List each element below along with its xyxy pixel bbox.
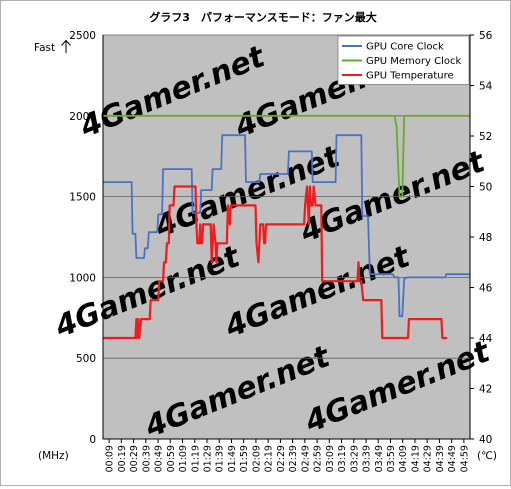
y2-tick-label: 44 xyxy=(479,333,493,345)
x-tick-label: 00:09 xyxy=(105,445,116,472)
x-tick-label: 04:49 xyxy=(447,445,458,472)
series-line-gpu-temperature xyxy=(103,185,448,340)
x-tick-label: 04:19 xyxy=(410,445,421,472)
legend-label: GPU Temperature xyxy=(366,71,454,82)
x-tick-label: 02:49 xyxy=(300,445,311,472)
y-tick-label: 0 xyxy=(89,434,96,446)
y2-tick-label: 52 xyxy=(479,131,492,143)
y2-tick-label: 42 xyxy=(479,384,492,396)
chart-title: グラフ3 パフォーマンスモード：ファン最大 xyxy=(149,10,376,24)
x-tick-label: 01:49 xyxy=(227,445,238,472)
x-tick-label: 04:09 xyxy=(398,445,409,472)
fast-arrow-icon xyxy=(61,39,71,53)
y2-tick-label: 50 xyxy=(479,182,492,194)
x-tick-label: 02:59 xyxy=(313,445,324,472)
y2-tick-label: 54 xyxy=(479,81,493,93)
y2-tick-label: 48 xyxy=(479,232,492,244)
x-tick-label: 02:39 xyxy=(288,445,299,472)
x-tick-label: 01:39 xyxy=(215,445,226,472)
x-tick-label: 00:49 xyxy=(154,445,165,472)
plot-area: 4Gamer.net4Gamer.net4Gamer.net4Gamer.net… xyxy=(49,34,496,445)
x-tick-label: 03:29 xyxy=(349,445,360,472)
series-line-gpu-memory-clock xyxy=(103,114,470,198)
x-tick-label: 01:19 xyxy=(190,445,201,472)
x-tick-label: 01:59 xyxy=(239,445,250,472)
series-line-gpu-core-clock xyxy=(103,134,470,318)
x-tick-label: 03:49 xyxy=(374,445,385,472)
x-tick-label: 02:09 xyxy=(251,445,262,472)
y2-axis-unit: (℃) xyxy=(477,450,497,462)
x-tick-label: 04:39 xyxy=(435,445,446,472)
x-tick-label: 03:59 xyxy=(386,445,397,472)
legend: GPU Core Clock GPU Memory Clock GPU Temper… xyxy=(337,35,470,85)
x-tick-label: 01:09 xyxy=(178,445,189,472)
x-tick-label: 04:59 xyxy=(459,445,470,472)
y-axis-unit: (MHz) xyxy=(38,450,69,462)
x-tick-label: 03:09 xyxy=(325,445,336,472)
y-tick-label: 2500 xyxy=(69,30,96,42)
x-tick-label: 04:29 xyxy=(423,445,434,472)
x-tick-label: 03:39 xyxy=(362,445,373,472)
x-tick-label: 00:59 xyxy=(166,445,177,472)
fast-annotation: Fast xyxy=(34,42,55,54)
x-tick-label: 01:29 xyxy=(202,445,213,472)
y2-tick-label: 56 xyxy=(479,30,493,42)
x-tick-label: 03:19 xyxy=(337,445,348,472)
y2-tick-label: 40 xyxy=(479,434,492,446)
legend-label: GPU Core Clock xyxy=(366,42,444,53)
x-tick-label: 00:39 xyxy=(141,445,152,472)
x-tick-label: 02:19 xyxy=(264,445,275,472)
x-tick-label: 00:19 xyxy=(117,445,128,472)
y2-tick-label: 46 xyxy=(479,283,493,295)
y-tick-label: 1500 xyxy=(69,192,96,204)
x-tick-label: 02:29 xyxy=(276,445,287,472)
y-tick-label: 2000 xyxy=(69,111,96,123)
x-tick-label: 00:29 xyxy=(129,445,140,472)
y-tick-label: 1000 xyxy=(69,272,96,284)
legend-label: GPU Memory Clock xyxy=(366,56,462,67)
y-tick-label: 500 xyxy=(76,353,96,365)
